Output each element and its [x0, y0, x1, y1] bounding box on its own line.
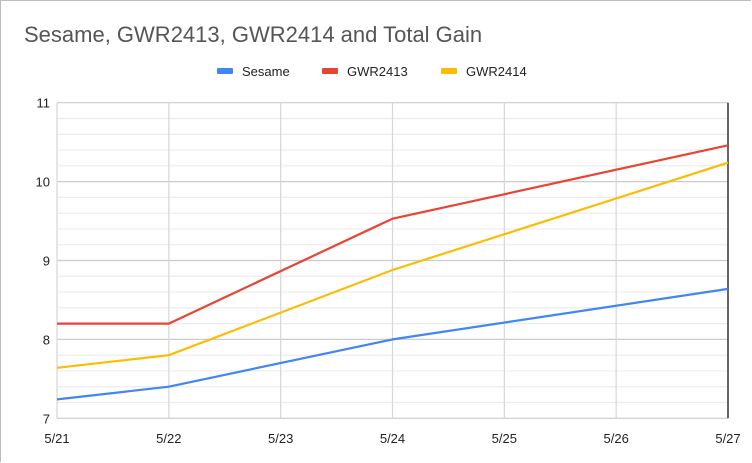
y-tick-label: 10	[36, 175, 50, 190]
legend-label-gwr2414: GWR2414	[466, 64, 527, 79]
x-tick-label: 5/27	[715, 431, 740, 446]
x-tick-label: 5/22	[156, 431, 181, 446]
x-tick-label: 5/24	[380, 431, 405, 446]
y-tick-label: 8	[43, 332, 50, 347]
x-tick-label: 5/23	[268, 431, 293, 446]
legend-label-gwr2413: GWR2413	[347, 64, 408, 79]
legend-swatch-sesame	[217, 68, 233, 74]
x-tick-label: 5/21	[44, 431, 69, 446]
chart-title: Sesame, GWR2413, GWR2414 and Total Gain	[24, 22, 483, 47]
y-tick-label: 11	[37, 96, 51, 111]
series-line-gwr2414	[56, 161, 729, 369]
series-line-sesame	[56, 287, 729, 401]
series-line-gwr2413	[57, 144, 729, 325]
y-tick-label: 7	[43, 411, 50, 426]
x-tick-label: 5/26	[604, 431, 629, 446]
legend-swatch-gwr2413	[322, 68, 338, 74]
legend-label-sesame: Sesame	[242, 64, 290, 79]
legend-swatch-gwr2414	[441, 68, 457, 74]
x-tick-label: 5/25	[492, 431, 517, 446]
y-tick-label: 9	[43, 254, 50, 269]
